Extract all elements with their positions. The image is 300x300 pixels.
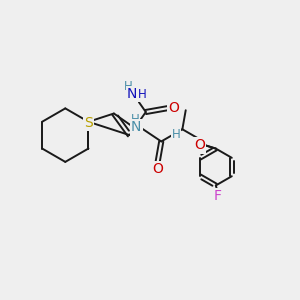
Text: N: N [131,121,141,134]
Text: H: H [172,128,180,141]
Text: S: S [84,116,93,130]
Text: H: H [138,88,147,101]
Text: O: O [168,101,179,115]
Text: H: H [131,113,140,126]
Text: H: H [124,80,133,93]
Text: O: O [152,162,163,176]
Text: N: N [127,88,137,101]
Text: F: F [213,189,221,203]
Text: O: O [194,139,205,152]
